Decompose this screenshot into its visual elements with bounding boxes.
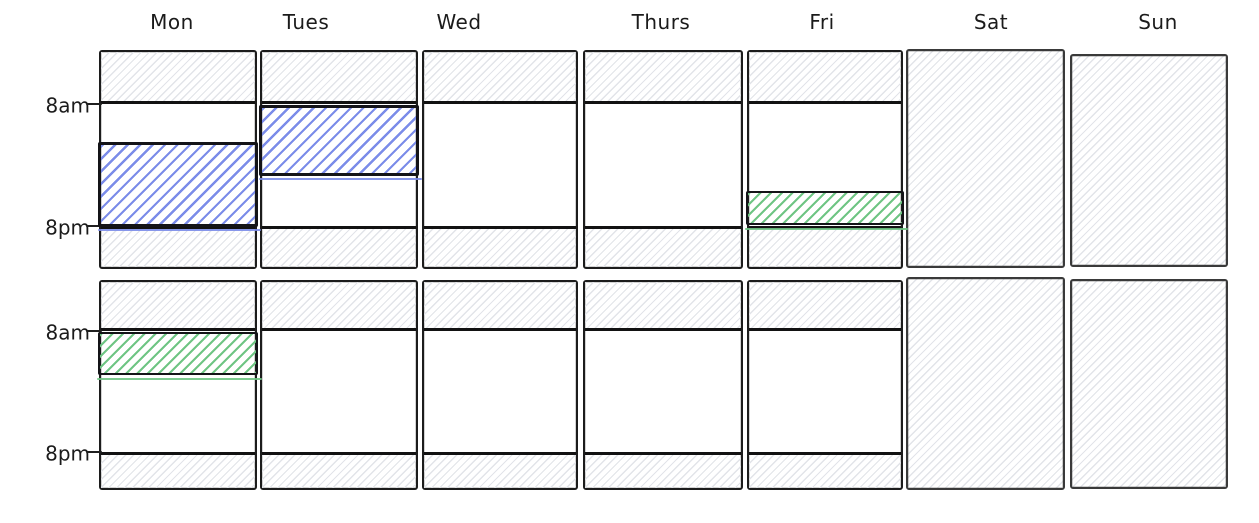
day-header-wed: Wed <box>436 10 482 34</box>
blocked-evening-band <box>262 226 416 267</box>
time-tick-8am-week-2 <box>86 330 102 332</box>
blocked-evening-band <box>262 452 416 488</box>
day-column-thurs-week-2[interactable] <box>583 280 743 490</box>
blocked-full-day-sat-week-1[interactable] <box>906 49 1065 268</box>
day-header-tues: Tues <box>282 10 330 34</box>
day-column-mon-week-2[interactable] <box>99 280 257 490</box>
blocked-early-morning-band <box>424 282 576 331</box>
time-tick-8am-week-1 <box>86 103 102 105</box>
day-header-mon: Mon <box>150 10 194 34</box>
event-block-green-fri-week-1[interactable] <box>745 191 908 230</box>
time-label-8am-week-1: 8am <box>45 93 90 118</box>
blocked-early-morning-band <box>101 52 255 104</box>
blocked-early-morning-band <box>585 282 741 331</box>
day-column-tues-week-2[interactable] <box>260 280 418 490</box>
day-column-fri-week-1[interactable] <box>747 50 903 269</box>
day-header-sun: Sun <box>1138 10 1178 34</box>
day-column-fri-week-2[interactable] <box>747 280 903 490</box>
blocked-full-day-sun-week-1[interactable] <box>1070 54 1228 267</box>
event-block-blue-mon-week-1[interactable] <box>98 142 261 231</box>
blocked-early-morning-band <box>749 282 901 331</box>
blocked-full-day-sun-week-2[interactable] <box>1070 279 1228 489</box>
time-label-8pm-week-2: 8pm <box>45 441 90 466</box>
blocked-early-morning-band <box>424 52 576 104</box>
blocked-evening-band <box>585 452 741 488</box>
blocked-evening-band <box>424 452 576 488</box>
blocked-evening-band <box>101 226 255 267</box>
time-label-8am-week-2: 8am <box>45 320 90 345</box>
day-column-wed-week-2[interactable] <box>422 280 578 490</box>
blocked-evening-band <box>749 452 901 488</box>
time-tick-8pm-week-2 <box>86 451 102 453</box>
blocked-full-day-sat-week-2[interactable] <box>906 277 1065 490</box>
time-label-8pm-week-1: 8pm <box>45 215 90 240</box>
event-block-green-mon-week-2[interactable] <box>97 332 262 380</box>
day-column-wed-week-1[interactable] <box>422 50 578 269</box>
time-tick-8pm-week-1 <box>86 225 102 227</box>
blocked-early-morning-band <box>262 282 416 331</box>
event-block-blue-tues-week-1[interactable] <box>259 105 422 180</box>
blocked-evening-band <box>424 226 576 267</box>
day-header-sat: Sat <box>973 10 1009 34</box>
blocked-evening-band <box>585 226 741 267</box>
blocked-early-morning-band <box>262 52 416 104</box>
blocked-early-morning-band <box>749 52 901 104</box>
blocked-evening-band <box>101 452 255 488</box>
blocked-early-morning-band <box>101 282 255 331</box>
blocked-evening-band <box>749 226 901 267</box>
blocked-early-morning-band <box>585 52 741 104</box>
day-header-fri: Fri <box>809 10 835 34</box>
day-header-thurs: Thurs <box>631 10 691 34</box>
day-column-thurs-week-1[interactable] <box>583 50 743 269</box>
